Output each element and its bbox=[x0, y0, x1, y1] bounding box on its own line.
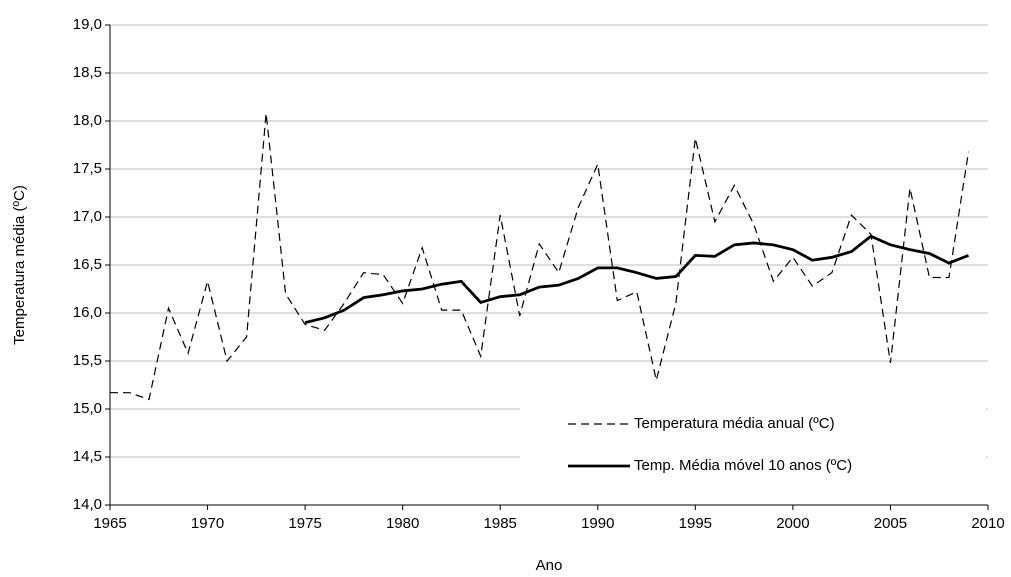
y-tick-label: 16,0 bbox=[73, 304, 102, 321]
x-tick-label: 1985 bbox=[484, 515, 517, 532]
x-tick-label: 1975 bbox=[288, 515, 321, 532]
x-tick-label: 1980 bbox=[386, 515, 419, 532]
x-tick-label: 1995 bbox=[679, 515, 712, 532]
y-tick-label: 17,5 bbox=[73, 160, 102, 177]
y-tick-label: 14,5 bbox=[73, 448, 102, 465]
y-tick-label: 15,5 bbox=[73, 352, 102, 369]
x-tick-label: 1990 bbox=[581, 515, 614, 532]
y-tick-label: 17,0 bbox=[73, 208, 102, 225]
legend-label: Temp. Média móvel 10 anos (ºC) bbox=[634, 457, 852, 474]
y-axis-label: Temperatura média (ºC) bbox=[11, 185, 28, 345]
legend-label: Temperatura média anual (ºC) bbox=[634, 415, 835, 432]
y-tick-label: 19,0 bbox=[73, 16, 102, 33]
x-tick-label: 2010 bbox=[971, 515, 1004, 532]
y-tick-label: 18,5 bbox=[73, 64, 102, 81]
x-tick-label: 2005 bbox=[874, 515, 907, 532]
series-line bbox=[110, 113, 970, 401]
y-tick-label: 14,0 bbox=[73, 496, 102, 513]
y-tick-label: 16,5 bbox=[73, 256, 102, 273]
legend-box bbox=[520, 392, 986, 503]
y-tick-label: 15,0 bbox=[73, 400, 102, 417]
series-line bbox=[304, 234, 970, 324]
x-tick-label: 2000 bbox=[776, 515, 809, 532]
x-tick-label: 1970 bbox=[191, 515, 224, 532]
x-tick-label: 1965 bbox=[93, 515, 126, 532]
x-axis-label: Ano bbox=[536, 557, 563, 574]
y-tick-label: 18,0 bbox=[73, 112, 102, 129]
